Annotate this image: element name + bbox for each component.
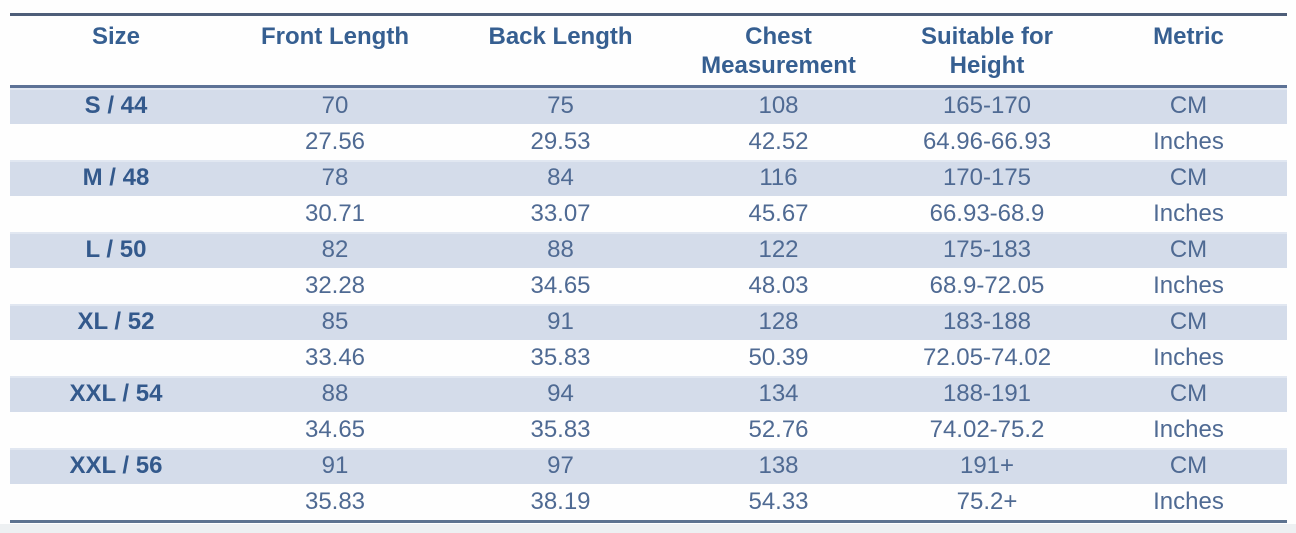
cell-front-length: 91 [321, 452, 349, 479]
cell-height: 175-183 [942, 236, 1032, 263]
cell-chest: 48.03 [748, 272, 809, 299]
table-row-xxl56-cm: XXL / 56 91 97 138 191+ CM [10, 448, 1287, 484]
table-body: S / 44 70 75 108 165-170 CM 27.56 29.53 … [10, 88, 1287, 523]
cell-size [10, 412, 222, 448]
cell-chest: 52.76 [748, 416, 809, 443]
cell-height: 75.2+ [956, 488, 1018, 515]
cell-size: S / 44 [84, 92, 148, 119]
cell-size [10, 340, 222, 376]
cell-height: 68.9-72.05 [929, 272, 1045, 299]
column-header-metric: Metric [1153, 23, 1224, 50]
cell-front-length: 70 [321, 92, 349, 119]
table-row-xl52-inches: 33.46 35.83 50.39 72.05-74.02 Inches [10, 340, 1287, 376]
size-chart-table: Size Front Length Back Length Chest Meas… [10, 13, 1287, 523]
cell-metric: CM [1169, 92, 1208, 119]
cell-size: XXL / 54 [69, 380, 163, 407]
table-row-xxl54-inches: 34.65 35.83 52.76 74.02-75.2 Inches [10, 412, 1287, 448]
cell-front-length: 88 [321, 380, 349, 407]
cell-chest: 128 [758, 308, 799, 335]
table-row-m48-cm: M / 48 78 84 116 170-175 CM [10, 160, 1287, 196]
cell-height: 74.02-75.2 [929, 416, 1045, 443]
cell-back-length: 29.53 [530, 128, 591, 155]
cell-size: M / 48 [82, 164, 150, 191]
cell-size [10, 268, 222, 304]
column-header-front-length: Front Length [261, 23, 409, 50]
cell-chest: 108 [758, 92, 799, 119]
column-header-chest-measurement: Chest Measurement [701, 23, 856, 79]
table-row-s44-cm: S / 44 70 75 108 165-170 CM [10, 88, 1287, 124]
cell-metric: Inches [1153, 128, 1224, 155]
cell-metric: Inches [1153, 344, 1224, 371]
cell-height: 188-191 [942, 380, 1032, 407]
table-header-row: Size Front Length Back Length Chest Meas… [10, 16, 1287, 88]
cell-height: 191+ [959, 452, 1015, 479]
cell-front-length: 78 [321, 164, 349, 191]
cell-chest: 134 [758, 380, 799, 407]
cell-metric: CM [1169, 380, 1208, 407]
table-row-xxl54-cm: XXL / 54 88 94 134 188-191 CM [10, 376, 1287, 412]
cell-back-length: 84 [547, 164, 574, 191]
cell-height: 72.05-74.02 [922, 344, 1052, 371]
cell-size: XXL / 56 [69, 452, 163, 479]
cell-size [10, 196, 222, 232]
cell-metric: Inches [1153, 488, 1224, 515]
table-row-s44-inches: 27.56 29.53 42.52 64.96-66.93 Inches [10, 124, 1287, 160]
cell-front-length: 35.83 [304, 488, 366, 515]
cell-chest: 122 [758, 236, 799, 263]
cell-front-length: 32.28 [304, 272, 366, 299]
cell-metric: CM [1169, 164, 1208, 191]
cell-metric: CM [1169, 452, 1208, 479]
cell-chest: 138 [758, 452, 799, 479]
cell-back-length: 34.65 [530, 272, 591, 299]
cell-metric: Inches [1153, 416, 1224, 443]
cell-front-length: 82 [321, 236, 349, 263]
cell-front-length: 30.71 [304, 200, 366, 227]
cell-height: 165-170 [942, 92, 1032, 119]
table-row-xxl56-inches: 35.83 38.19 54.33 75.2+ Inches [10, 484, 1287, 520]
cell-size [10, 484, 222, 520]
column-header-suitable-height: Suitable for Height [920, 23, 1053, 79]
cell-back-length: 35.83 [530, 344, 591, 371]
cell-front-length: 33.46 [304, 344, 366, 371]
cell-chest: 116 [759, 164, 798, 191]
column-header-size: Size [91, 23, 141, 50]
column-header-back-length: Back Length [488, 23, 633, 50]
cell-chest: 42.52 [748, 128, 809, 155]
cell-chest: 50.39 [748, 344, 809, 371]
cell-back-length: 88 [547, 236, 574, 263]
cell-metric: Inches [1153, 200, 1224, 227]
cell-back-length: 94 [547, 380, 574, 407]
cell-back-length: 33.07 [530, 200, 591, 227]
cell-height: 64.96-66.93 [922, 128, 1052, 155]
table-row-l50-inches: 32.28 34.65 48.03 68.9-72.05 Inches [10, 268, 1287, 304]
bottom-edge-strip [0, 524, 1296, 533]
cell-back-length: 38.19 [530, 488, 591, 515]
cell-metric: Inches [1153, 272, 1224, 299]
cell-front-length: 34.65 [304, 416, 366, 443]
cell-back-length: 97 [547, 452, 574, 479]
cell-chest: 45.67 [748, 200, 809, 227]
cell-height: 183-188 [942, 308, 1032, 335]
cell-front-length: 27.56 [304, 128, 366, 155]
cell-metric: CM [1169, 236, 1208, 263]
cell-size [10, 124, 222, 160]
cell-back-length: 35.83 [530, 416, 591, 443]
table-row-l50-cm: L / 50 82 88 122 175-183 CM [10, 232, 1287, 268]
cell-size: L / 50 [85, 236, 147, 263]
cell-height: 170-175 [942, 164, 1032, 191]
cell-back-length: 75 [547, 92, 574, 119]
cell-back-length: 91 [547, 308, 574, 335]
cell-front-length: 85 [321, 308, 349, 335]
cell-metric: CM [1169, 308, 1208, 335]
table-row-xl52-cm: XL / 52 85 91 128 183-188 CM [10, 304, 1287, 340]
cell-chest: 54.33 [748, 488, 809, 515]
table-row-m48-inches: 30.71 33.07 45.67 66.93-68.9 Inches [10, 196, 1287, 232]
cell-height: 66.93-68.9 [929, 200, 1045, 227]
cell-size: XL / 52 [77, 308, 155, 335]
